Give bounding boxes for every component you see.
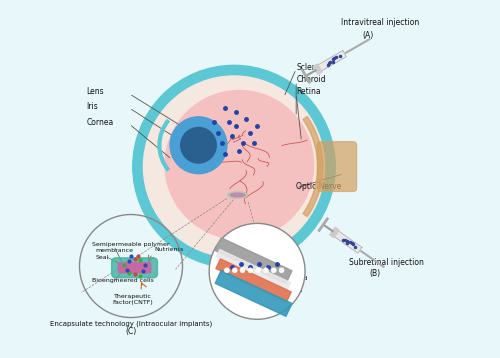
Text: Choroid: Choroid: [284, 276, 308, 281]
Circle shape: [165, 91, 314, 239]
Circle shape: [209, 223, 305, 319]
Text: RPE: RPE: [284, 265, 296, 270]
Ellipse shape: [202, 135, 212, 159]
Circle shape: [232, 268, 237, 273]
Text: (C): (C): [126, 326, 136, 335]
Circle shape: [248, 268, 253, 273]
FancyBboxPatch shape: [118, 262, 152, 274]
Circle shape: [240, 268, 245, 273]
Text: membrance: membrance: [96, 248, 134, 253]
Circle shape: [272, 268, 276, 273]
Text: Nutrients: Nutrients: [154, 247, 184, 252]
Circle shape: [170, 117, 227, 174]
Polygon shape: [318, 50, 346, 71]
Text: Iris: Iris: [86, 102, 99, 111]
Circle shape: [133, 65, 336, 268]
Text: Neural retina: Neural retina: [240, 235, 282, 240]
Circle shape: [256, 268, 260, 273]
Polygon shape: [334, 231, 362, 253]
FancyBboxPatch shape: [112, 258, 158, 278]
Text: (B): (B): [369, 268, 380, 278]
Text: Cornea: Cornea: [86, 118, 114, 127]
Text: Lens: Lens: [86, 87, 104, 96]
Text: (A): (A): [362, 31, 373, 40]
Text: Seal: Seal: [96, 255, 109, 260]
Text: Choroid: Choroid: [296, 75, 326, 84]
Text: Intravitreal injection: Intravitreal injection: [340, 18, 419, 27]
Ellipse shape: [228, 192, 248, 198]
Circle shape: [279, 268, 284, 273]
Text: Sclera: Sclera: [296, 63, 320, 72]
Text: Encapsulate technology (Intraocular implants): Encapsulate technology (Intraocular impl…: [50, 321, 212, 327]
Text: Bioengineered cells: Bioengineered cells: [92, 278, 154, 283]
Polygon shape: [303, 116, 323, 217]
Polygon shape: [330, 227, 339, 237]
Ellipse shape: [230, 193, 244, 197]
Polygon shape: [215, 238, 292, 284]
Polygon shape: [216, 259, 291, 301]
Text: Subretinal injection: Subretinal injection: [350, 258, 424, 267]
Polygon shape: [216, 250, 290, 290]
Polygon shape: [215, 270, 292, 316]
Text: Sclera: Sclera: [284, 289, 303, 294]
Polygon shape: [313, 64, 322, 74]
Circle shape: [224, 268, 230, 273]
Text: Retina: Retina: [296, 87, 321, 96]
Text: Therapeutic
Factor(CNTF): Therapeutic Factor(CNTF): [112, 294, 153, 305]
FancyBboxPatch shape: [318, 142, 356, 192]
Text: Optic Nerve: Optic Nerve: [296, 182, 342, 190]
Circle shape: [264, 268, 268, 273]
Text: Semipermeable polymer: Semipermeable polymer: [92, 242, 170, 247]
Circle shape: [144, 76, 324, 257]
Circle shape: [180, 127, 216, 163]
